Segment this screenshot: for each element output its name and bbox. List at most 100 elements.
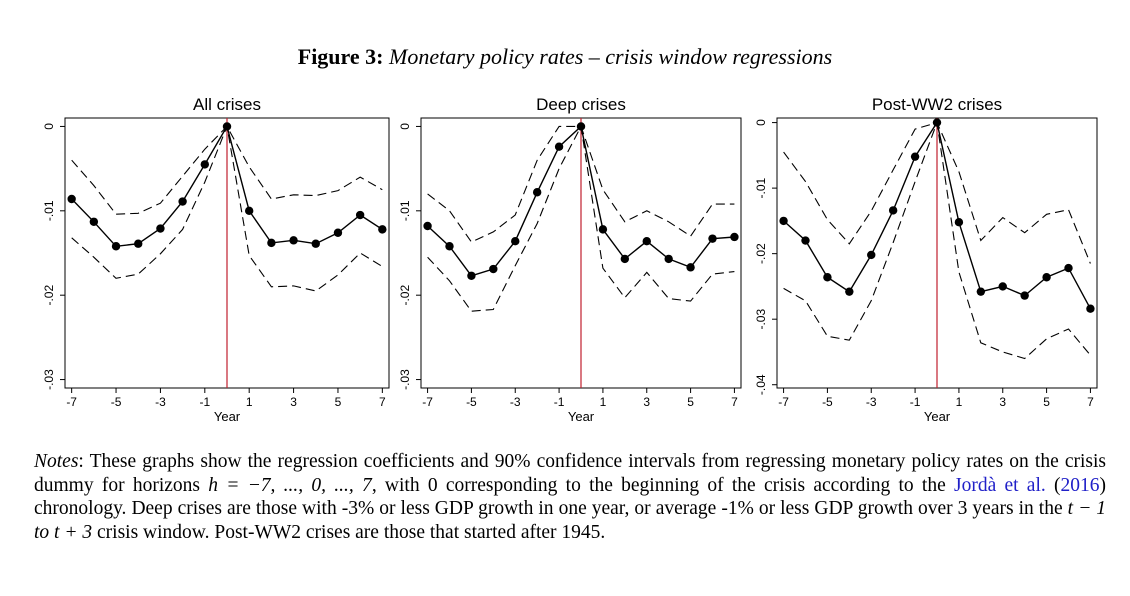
lower-ci-line bbox=[71, 124, 383, 292]
coefficient-point bbox=[134, 239, 143, 248]
x-axis-label: Year bbox=[214, 409, 241, 424]
coefficient-point bbox=[511, 236, 520, 246]
citation-link[interactable]: Jordà et al. bbox=[953, 474, 1046, 496]
chart-3: Post-WW2 crises 0 -.01 -.02 -.03 -.04 -7 -5 -3 -1… bbox=[754, 95, 1098, 424]
x-tick-label: -3 bbox=[510, 395, 521, 409]
y-tick-label: -.03 bbox=[754, 309, 768, 330]
lower-ci-line bbox=[427, 124, 735, 312]
coefficient-point bbox=[378, 225, 387, 234]
coefficient-point bbox=[708, 234, 717, 243]
y-tick-label: -.01 bbox=[42, 200, 56, 221]
chart-title: Deep crises bbox=[536, 95, 626, 114]
lower-ci-line bbox=[783, 122, 1091, 360]
x-tick-label: 1 bbox=[956, 395, 963, 409]
citation-year-link[interactable]: 2016 bbox=[1060, 474, 1100, 496]
coefficient-point bbox=[867, 250, 876, 260]
coefficient-point bbox=[267, 238, 276, 248]
x-tick-label: 7 bbox=[379, 395, 386, 409]
x-tick-label: 7 bbox=[1087, 395, 1094, 409]
y-tick-label: -.03 bbox=[398, 369, 412, 390]
coefficient-point bbox=[156, 224, 165, 233]
x-axis-label: Year bbox=[924, 409, 951, 424]
coefficient-point bbox=[423, 221, 432, 231]
coefficient-point bbox=[642, 236, 651, 246]
x-tick-label: -1 bbox=[199, 395, 210, 409]
x-tick-label: 1 bbox=[600, 395, 607, 409]
notes-math-h: h = −7, ..., 0, ..., 7 bbox=[208, 474, 372, 496]
y-tick-label: -.01 bbox=[398, 200, 412, 221]
y-tick-label: -.02 bbox=[754, 243, 768, 264]
coefficient-point bbox=[178, 197, 187, 206]
notes-text-1: : These graphs show the regression coeff… bbox=[34, 451, 1106, 496]
coefficient-point bbox=[1042, 273, 1051, 282]
coefficient-point bbox=[998, 282, 1007, 291]
coefficient-point bbox=[823, 273, 832, 282]
x-tick-label: -1 bbox=[910, 395, 921, 409]
coefficient-point bbox=[554, 142, 564, 151]
x-tick-label: -3 bbox=[155, 395, 166, 409]
coefficient-point bbox=[910, 152, 920, 161]
coefficient-point bbox=[598, 225, 608, 234]
notes-label: Notes bbox=[34, 451, 79, 472]
coefficient-point bbox=[333, 228, 343, 237]
x-tick-label: 7 bbox=[731, 395, 738, 409]
x-tick-label: -5 bbox=[111, 395, 122, 409]
figure-notes: Notes: These graphs show the regression … bbox=[34, 451, 1107, 543]
coefficient-point bbox=[845, 287, 854, 296]
coefficient-point bbox=[467, 271, 476, 280]
coefficient-point bbox=[244, 206, 254, 216]
coefficient-point bbox=[355, 210, 365, 220]
coefficient-point bbox=[1086, 304, 1095, 313]
coefficient-point bbox=[289, 236, 298, 245]
coefficient-point bbox=[489, 264, 498, 274]
coefficient-point bbox=[1064, 263, 1073, 273]
figure-title: Figure 3: Monetary policy rates – crisis… bbox=[0, 44, 1130, 70]
x-tick-label: 3 bbox=[643, 395, 650, 409]
x-tick-label: 5 bbox=[687, 395, 694, 409]
figure-caption: Monetary policy rates – crisis window re… bbox=[389, 44, 833, 69]
x-tick-label: -3 bbox=[866, 395, 877, 409]
coefficient-point bbox=[111, 242, 121, 251]
coefficient-point bbox=[445, 242, 454, 251]
coefficient-point bbox=[89, 217, 99, 226]
coefficient-point bbox=[976, 287, 986, 296]
y-tick-label: -.02 bbox=[398, 285, 412, 306]
chart-title: All crises bbox=[193, 95, 261, 114]
y-tick-label: 0 bbox=[42, 123, 56, 130]
y-tick-label: -.02 bbox=[42, 285, 56, 306]
coefficient-point bbox=[730, 232, 739, 242]
x-tick-label: -5 bbox=[822, 395, 833, 409]
coefficient-point bbox=[954, 217, 964, 227]
coefficient-point bbox=[664, 254, 673, 264]
coefficient-point bbox=[67, 194, 76, 204]
coefficient-point bbox=[779, 216, 788, 226]
chart-2: Deep crises 0 -.01 -.02 -.03 -7 -5 -3 -1 1 3 5 7 Year bbox=[398, 95, 742, 424]
coefficient-point bbox=[620, 254, 630, 264]
x-tick-label: 5 bbox=[335, 395, 342, 409]
y-tick-label: 0 bbox=[398, 123, 412, 130]
y-tick-label: -.01 bbox=[754, 177, 768, 198]
y-tick-label: 0 bbox=[754, 119, 768, 126]
y-tick-label: -.03 bbox=[42, 369, 56, 390]
x-tick-label: -7 bbox=[778, 395, 789, 409]
coefficient-point bbox=[888, 206, 898, 215]
x-tick-label: -1 bbox=[554, 395, 565, 409]
notes-text-4: crisis window. Post-WW2 crises are those… bbox=[92, 521, 606, 543]
x-tick-label: 1 bbox=[246, 395, 253, 409]
x-tick-label: -7 bbox=[66, 395, 77, 409]
x-tick-label: 5 bbox=[1043, 395, 1050, 409]
x-tick-label: 3 bbox=[290, 395, 297, 409]
figure-label: Figure 3: bbox=[297, 44, 384, 69]
x-axis-label: Year bbox=[568, 409, 595, 424]
x-tick-label: 3 bbox=[999, 395, 1006, 409]
x-tick-label: -5 bbox=[466, 395, 477, 409]
notes-math-window: t − 1 to t + 3 bbox=[34, 498, 1107, 543]
x-tick-label: -7 bbox=[422, 395, 433, 409]
coefficient-point bbox=[532, 188, 542, 197]
chart-title: Post-WW2 crises bbox=[872, 95, 1002, 114]
coefficient-point bbox=[686, 263, 695, 272]
chart-1: All crises 0 -.01 -.02 -.03 -7 -5 -3 -1 1 3 5 7 Year bbox=[42, 95, 390, 424]
y-tick-label: -.04 bbox=[754, 374, 768, 395]
coefficient-point bbox=[311, 239, 320, 248]
